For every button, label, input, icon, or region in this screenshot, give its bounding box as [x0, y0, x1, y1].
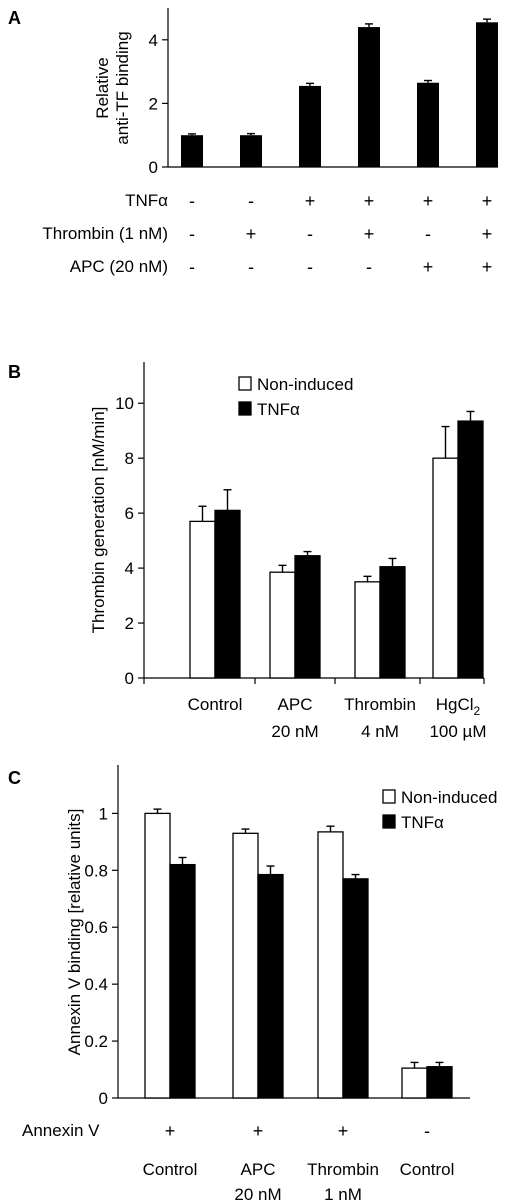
- panel-letter-b: B: [8, 362, 21, 382]
- y-tick-label-c: 0.8: [84, 861, 108, 880]
- condition-label-c: Annexin V: [22, 1121, 100, 1140]
- y-axis-label-c: Annexin V binding [relative units]: [65, 809, 84, 1056]
- bar-b-tnfa: [214, 509, 241, 679]
- y-axis-label-a-line1: Relative: [93, 57, 112, 118]
- condition-label-a: TNFα: [125, 191, 168, 210]
- condition-sign-a: -: [425, 224, 431, 244]
- x-category-sublabel-b: 4 nM: [361, 722, 399, 741]
- x-category-label-c: Control: [143, 1160, 198, 1179]
- y-tick-label-c: 0.2: [84, 1032, 108, 1051]
- subscript: 2: [474, 704, 481, 718]
- y-tick-label-c: 0.4: [84, 975, 108, 994]
- condition-label-a: APC (20 nM): [70, 257, 168, 276]
- y-tick-label-c: 0.6: [84, 918, 108, 937]
- condition-sign-a: -: [189, 257, 195, 277]
- y-tick-label-a: 0: [149, 158, 158, 177]
- condition-sign-a: -: [307, 257, 313, 277]
- y-axis-label-b: Thrombin generation [nM/min]: [89, 407, 108, 634]
- bar-a: [417, 82, 439, 167]
- bar-c-tnfa: [426, 1066, 453, 1099]
- x-category-sublabel-c: 20 nM: [234, 1185, 281, 1204]
- condition-sign-a: +: [482, 224, 493, 244]
- condition-sign-a: +: [482, 257, 493, 277]
- y-tick-label-b: 8: [125, 449, 134, 468]
- y-tick-label-a: 4: [149, 31, 158, 50]
- y-tick-label-c: 0: [99, 1089, 108, 1108]
- condition-sign-a: +: [246, 224, 257, 244]
- bar-a: [476, 22, 498, 168]
- legend-label-c: Non-induced: [401, 788, 497, 807]
- legend-swatch-c: [382, 789, 396, 804]
- bar-b-tnfa: [457, 420, 484, 679]
- panel-letter-a: A: [8, 8, 21, 28]
- bar-a: [181, 135, 203, 167]
- bar-c-tnfa: [257, 873, 284, 1099]
- bar-b-non-induced: [269, 571, 296, 679]
- y-tick-label-a: 2: [149, 94, 158, 113]
- y-tick-label-b: 10: [115, 394, 134, 413]
- bar-b-tnfa: [379, 566, 406, 679]
- y-tick-label-b: 4: [125, 559, 134, 578]
- condition-sign-a: -: [248, 257, 254, 277]
- x-category-sublabel-b: 20 nM: [271, 722, 318, 741]
- y-tick-label-b: 0: [125, 669, 134, 688]
- condition-label-a: Thrombin (1 nM): [42, 224, 168, 243]
- x-category-label-c: APC: [241, 1160, 276, 1179]
- condition-sign-a: -: [366, 257, 372, 277]
- condition-sign-a: -: [307, 224, 313, 244]
- condition-sign-c: +: [165, 1121, 176, 1141]
- condition-sign-a: -: [248, 191, 254, 211]
- x-category-sublabel-c: 1 nM: [324, 1185, 362, 1204]
- condition-sign-a: +: [482, 191, 493, 211]
- condition-sign-c: -: [424, 1121, 430, 1141]
- y-tick-label-c: 1: [99, 804, 108, 823]
- bar-b-non-induced: [189, 520, 216, 679]
- legend-label-b: TNFα: [257, 400, 300, 419]
- condition-sign-c: +: [338, 1121, 349, 1141]
- bar-b-non-induced: [432, 457, 459, 679]
- condition-sign-a: +: [423, 257, 434, 277]
- condition-sign-a: +: [364, 224, 375, 244]
- bar-c-tnfa: [342, 878, 369, 1099]
- y-axis-label-a-line2: anti-TF binding: [113, 31, 132, 144]
- x-category-label-b: Control: [188, 695, 243, 714]
- legend-label-b: Non-induced: [257, 375, 353, 394]
- x-category-label-b: Thrombin: [344, 695, 416, 714]
- y-tick-label-b: 2: [125, 614, 134, 633]
- legend-swatch-b: [238, 401, 252, 416]
- legend-swatch-b: [238, 376, 252, 391]
- bar-a: [299, 85, 321, 167]
- bar-b-tnfa: [294, 555, 321, 679]
- condition-sign-a: +: [423, 191, 434, 211]
- legend-label-c: TNFα: [401, 813, 444, 832]
- condition-sign-a: +: [364, 191, 375, 211]
- bar-c-non-induced: [144, 812, 171, 1099]
- x-category-label-c: Control: [400, 1160, 455, 1179]
- legend-swatch-c: [382, 814, 396, 829]
- bar-b-non-induced: [354, 581, 381, 679]
- condition-sign-a: -: [189, 191, 195, 211]
- x-category-label-b: APC: [278, 695, 313, 714]
- panel-letter-c: C: [8, 768, 21, 788]
- bar-c-tnfa: [169, 863, 196, 1099]
- bar-a: [240, 135, 262, 167]
- condition-sign-c: +: [253, 1121, 264, 1141]
- bar-c-non-induced: [401, 1067, 428, 1099]
- condition-sign-a: -: [189, 224, 195, 244]
- bar-c-non-induced: [232, 832, 259, 1099]
- y-tick-label-b: 6: [125, 504, 134, 523]
- condition-sign-a: +: [305, 191, 316, 211]
- x-category-label-c: Thrombin: [307, 1160, 379, 1179]
- bar-a: [358, 27, 380, 167]
- bar-c-non-induced: [317, 831, 344, 1099]
- x-category-label-b: HgCl2: [436, 695, 481, 718]
- x-category-sublabel-b: 100 µM: [429, 722, 486, 741]
